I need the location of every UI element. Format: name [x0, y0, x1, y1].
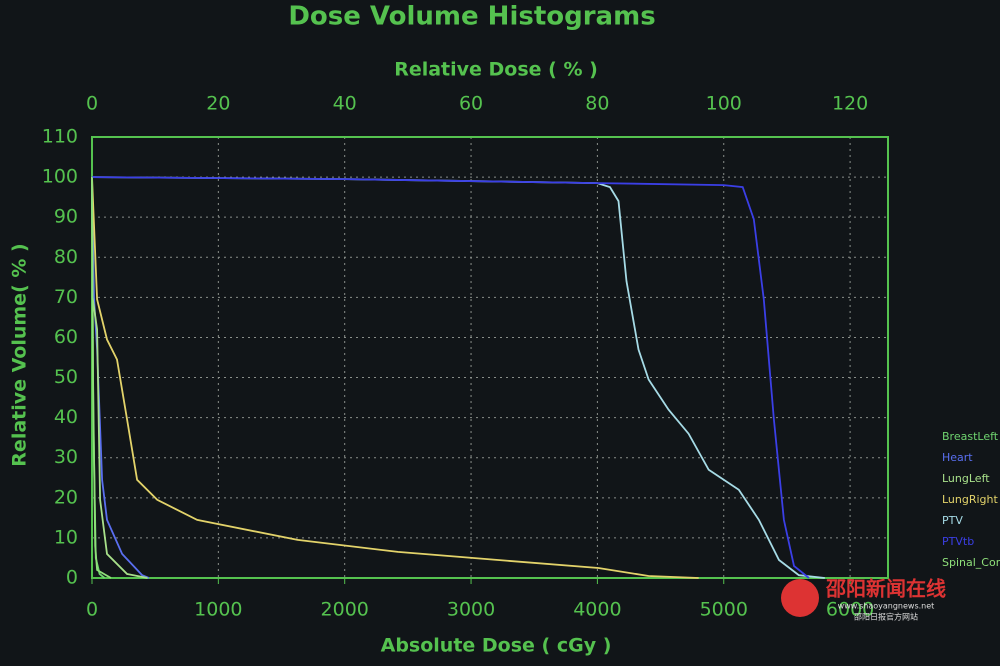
watermark-subtitle: 邵阳日报官方网站 — [854, 612, 918, 622]
legend-label: LungLeft — [942, 472, 990, 485]
watermark-title: 邵阳新闻在线 — [825, 577, 946, 601]
x-axis-title: Absolute Dose ( cGy ) — [381, 635, 612, 657]
top-tick-label: 20 — [206, 93, 230, 115]
legend-label: Heart — [942, 451, 973, 464]
top-tick-label: 60 — [459, 93, 483, 115]
top-tick-label: 0 — [86, 93, 98, 115]
legend-label: Spinal_Cord — [942, 556, 1000, 569]
chart-title: Dose Volume Histograms — [288, 2, 655, 32]
x-tick-label: 0 — [86, 599, 98, 621]
y-tick-label: 20 — [54, 486, 78, 508]
x-tick-label: 1000 — [194, 599, 242, 621]
y-tick-label: 80 — [54, 246, 78, 268]
x-tick-label: 2000 — [321, 599, 369, 621]
y-tick-label: 110 — [42, 126, 78, 148]
dvh-line — [91, 177, 112, 579]
legend-label: PTVtb — [942, 535, 974, 548]
y-tick-label: 10 — [54, 526, 78, 548]
x-tick-label: 4000 — [573, 599, 621, 621]
x-tick-label: 5000 — [700, 599, 748, 621]
x-tick-label: 6000 — [826, 599, 874, 621]
top-tick-label: 40 — [333, 93, 357, 115]
top-axis-title: Relative Dose ( % ) — [394, 59, 598, 81]
watermark-logo — [781, 579, 819, 617]
top-tick-label: 120 — [832, 93, 868, 115]
dvh-line — [91, 177, 699, 579]
y-tick-label: 100 — [42, 166, 78, 188]
legend-label: PTV — [942, 514, 963, 527]
watermark-url: www.shaoyangnews.net — [838, 602, 935, 611]
y-tick-label: 0 — [66, 567, 78, 589]
y-axis-title: Relative Volume( % ) — [9, 243, 31, 466]
top-tick-label: 100 — [706, 93, 742, 115]
y-tick-label: 40 — [54, 406, 78, 428]
x-tick-label: 3000 — [447, 599, 495, 621]
top-tick-label: 80 — [585, 93, 609, 115]
y-tick-label: 50 — [54, 366, 78, 388]
dvh-line — [91, 176, 810, 579]
y-tick-label: 70 — [54, 286, 78, 308]
plot-frame — [91, 136, 889, 579]
legend-label: LungRight — [942, 493, 999, 506]
y-tick-label: 90 — [54, 206, 78, 228]
legend-label: BreastLeft — [942, 430, 999, 443]
watermark: 邵阳新闻在线 www.shaoyangnews.net 邵阳日报官方网站 — [781, 577, 946, 622]
dvh-line — [91, 176, 825, 579]
y-tick-label: 60 — [54, 326, 78, 348]
y-tick-label: 30 — [54, 446, 78, 468]
